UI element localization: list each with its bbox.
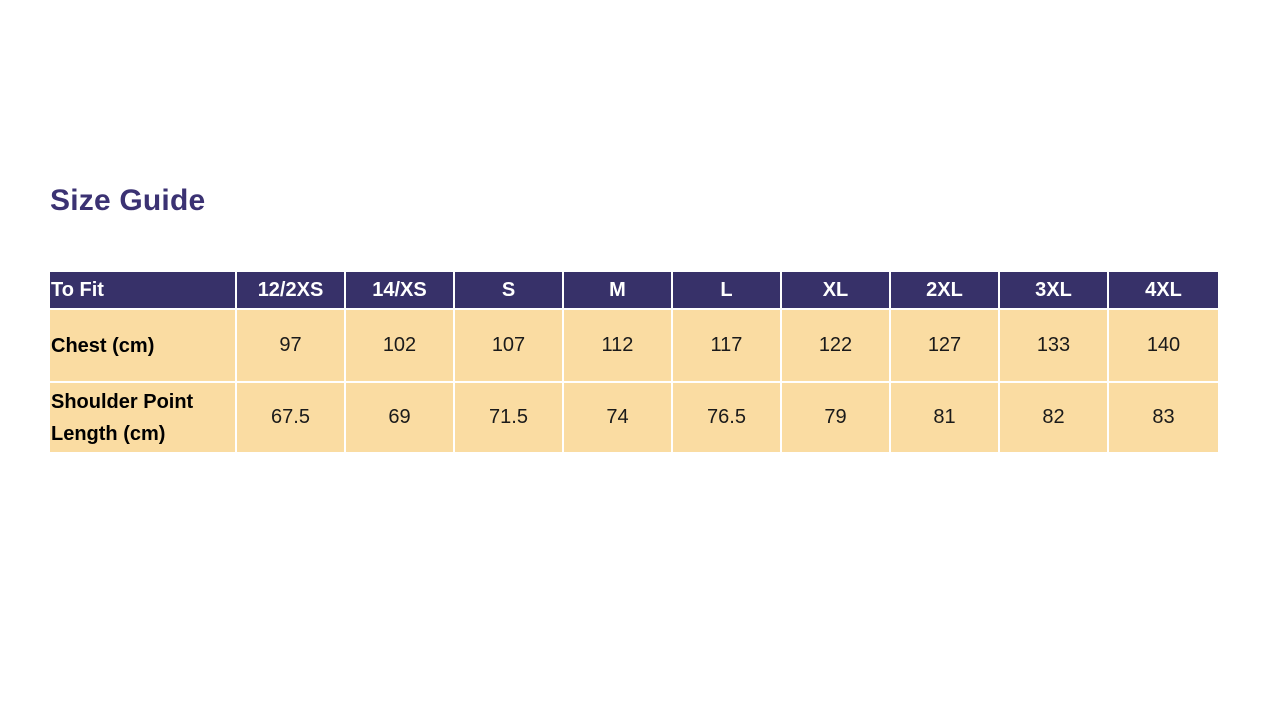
header-cell-m: M	[564, 272, 673, 310]
value-cell: 102	[346, 310, 455, 383]
header-cell-14-xs: 14/XS	[346, 272, 455, 310]
table-header-row: To Fit 12/2XS 14/XS S M L XL 2XL 3XL 4XL	[50, 272, 1218, 310]
header-cell-to-fit: To Fit	[50, 272, 237, 310]
value-cell: 117	[673, 310, 782, 383]
value-cell: 71.5	[455, 383, 564, 454]
value-cell: 76.5	[673, 383, 782, 454]
value-cell: 74	[564, 383, 673, 454]
header-cell-4xl: 4XL	[1109, 272, 1218, 310]
header-cell-xl: XL	[782, 272, 891, 310]
value-cell: 140	[1109, 310, 1218, 383]
value-cell: 97	[237, 310, 346, 383]
header-cell-12-2xs: 12/2XS	[237, 272, 346, 310]
header-cell-s: S	[455, 272, 564, 310]
value-cell: 67.5	[237, 383, 346, 454]
header-cell-3xl: 3XL	[1000, 272, 1109, 310]
value-cell: 107	[455, 310, 564, 383]
value-cell: 82	[1000, 383, 1109, 454]
value-cell: 83	[1109, 383, 1218, 454]
value-cell: 81	[891, 383, 1000, 454]
page-title: Size Guide	[50, 184, 206, 217]
value-cell: 127	[891, 310, 1000, 383]
row-label-chest: Chest (cm)	[50, 310, 237, 383]
row-label-shoulder-point-length: Shoulder Point Length (cm)	[50, 383, 237, 454]
table-row-shoulder-point-length: Shoulder Point Length (cm) 67.5 69 71.5 …	[50, 383, 1218, 454]
header-cell-l: L	[673, 272, 782, 310]
value-cell: 133	[1000, 310, 1109, 383]
value-cell: 122	[782, 310, 891, 383]
value-cell: 79	[782, 383, 891, 454]
table-row-chest: Chest (cm) 97 102 107 112 117 122 127 13…	[50, 310, 1218, 383]
value-cell: 69	[346, 383, 455, 454]
header-cell-2xl: 2XL	[891, 272, 1000, 310]
size-guide-table: To Fit 12/2XS 14/XS S M L XL 2XL 3XL 4XL…	[50, 272, 1218, 454]
value-cell: 112	[564, 310, 673, 383]
